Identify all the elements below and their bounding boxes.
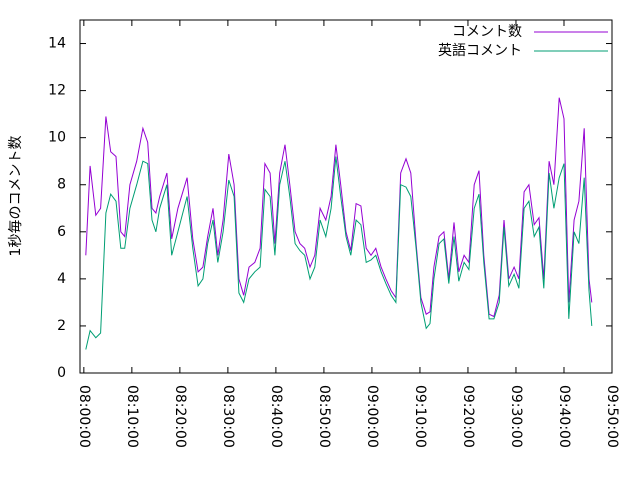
y-axis-label: 1秒毎のコメント数 [8, 136, 24, 257]
y-tick-label: 14 [48, 36, 66, 52]
series-line [85, 156, 593, 350]
legend-label: コメント数 [452, 24, 522, 40]
y-tick-label: 0 [57, 365, 66, 381]
x-tick-label: 09:40:00 [556, 385, 572, 448]
x-tick-label: 09:30:00 [508, 385, 524, 448]
x-tick-label: 08:10:00 [124, 385, 140, 448]
x-tick-label: 08:30:00 [220, 385, 236, 448]
y-tick-label: 12 [48, 83, 66, 99]
y-tick-label: 10 [48, 130, 66, 146]
x-tick-label: 08:20:00 [172, 385, 188, 448]
series-line [85, 97, 593, 318]
x-tick-label: 08:00:00 [76, 385, 92, 448]
x-tick-label: 08:50:00 [316, 385, 332, 448]
y-tick-label: 6 [57, 224, 66, 240]
x-tick-label: 08:40:00 [268, 385, 284, 448]
x-tick-label: 09:20:00 [460, 385, 476, 448]
y-tick-label: 8 [57, 177, 66, 193]
x-tick-label: 09:50:00 [604, 385, 620, 448]
y-tick-label: 2 [57, 318, 66, 334]
y-tick-label: 4 [57, 271, 66, 287]
x-tick-label: 09:10:00 [412, 385, 428, 448]
plot-frame [79, 19, 613, 374]
legend-label: 英語コメント [438, 42, 522, 59]
x-tick-label: 09:00:00 [364, 385, 380, 448]
